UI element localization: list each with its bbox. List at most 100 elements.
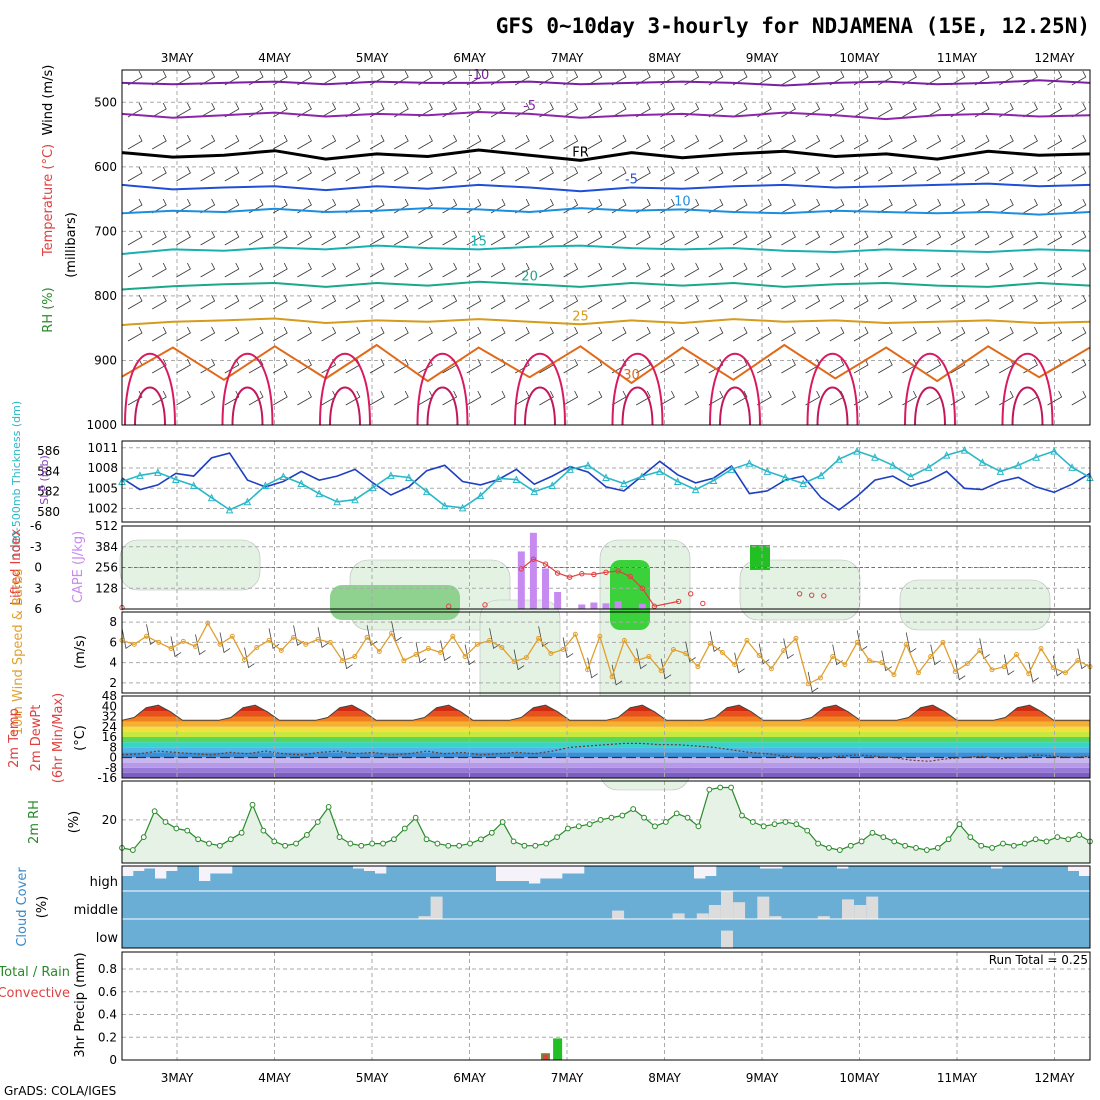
rh-marker [923, 847, 930, 853]
y-tick: 40 [102, 699, 117, 713]
y-tick: 0 [109, 1053, 117, 1067]
lifted-index-marker [482, 602, 488, 608]
wind-barb [805, 390, 821, 406]
wind-barb [490, 134, 506, 150]
wind-speed-marker [781, 647, 787, 653]
isotherm-line [121, 110, 1091, 121]
rh-marker [706, 786, 713, 793]
wind-barb [926, 102, 942, 118]
y-tick: 0 [109, 751, 117, 765]
cape-bar [578, 604, 586, 609]
panel-frame [121, 695, 1091, 779]
cape-bar [542, 568, 549, 609]
rh-marker [1065, 836, 1072, 843]
rh-marker [728, 784, 734, 791]
wind-barb [950, 134, 966, 150]
rh-marker [662, 819, 669, 825]
wind-barb [950, 390, 966, 406]
lifted-index-marker [615, 568, 621, 574]
wind-barb [562, 637, 574, 659]
wind-speed-marker [450, 633, 456, 639]
wind-speed-marker [193, 643, 199, 649]
cloud-gap [155, 866, 167, 879]
temperature-line [121, 704, 1090, 721]
precip-total-bar [553, 1038, 563, 1060]
rh-marker [238, 829, 245, 836]
rh-marker [423, 836, 430, 843]
wind-barb [757, 166, 772, 182]
thickness-marker [924, 463, 933, 471]
wind-barb [999, 262, 1014, 278]
wind-barb [369, 166, 385, 182]
wind-barb [539, 262, 554, 278]
thickness-marker [243, 497, 252, 506]
rh-marker [369, 840, 376, 847]
rh-marker [314, 819, 321, 825]
rh-marker [1076, 832, 1083, 838]
rh-marker [836, 847, 843, 853]
y-tick-right: 1002 [87, 502, 118, 516]
cloud-gap [562, 866, 574, 874]
wind-barb [708, 102, 724, 118]
rh-marker [391, 836, 397, 843]
wind-barb [999, 166, 1014, 182]
thickness-marker [261, 481, 270, 490]
rh-marker [597, 816, 604, 823]
rh-marker [151, 808, 158, 815]
wind-barb [950, 166, 966, 182]
wind-barb [345, 262, 361, 278]
x-tick-bottom: 7MAY [551, 1071, 584, 1085]
wind-speed-marker [842, 662, 848, 668]
wind-barb [466, 326, 482, 342]
temperature-band [122, 767, 1090, 773]
cloud-gap [705, 866, 717, 876]
wind-barb [926, 262, 942, 278]
wind-barb [297, 262, 312, 278]
x-tick-bottom: 8MAY [648, 1071, 681, 1085]
wind-barb [345, 294, 361, 310]
wind-speed-marker [1050, 665, 1056, 671]
wind-barb [1023, 326, 1038, 342]
wind-speed-marker [989, 667, 995, 673]
wind-barb [345, 166, 361, 182]
thickness-marker [620, 479, 628, 488]
rh-marker [325, 803, 332, 810]
wind-barb [200, 134, 216, 150]
rh-marker [717, 784, 724, 791]
cloud-gap [769, 916, 782, 919]
wind-barb [1023, 166, 1038, 182]
lifted-index-marker [530, 556, 537, 562]
wind-barb [321, 102, 337, 118]
cloud-gap [733, 902, 746, 919]
wind-barb [127, 294, 143, 310]
isotherm-line [124, 352, 176, 426]
isotherm-label: 10 [674, 194, 691, 209]
isotherm-line [1001, 352, 1054, 426]
rh-shading [750, 545, 770, 570]
cloud-gap [122, 866, 134, 876]
wind-barb [660, 326, 675, 342]
lifted-index-marker [688, 591, 694, 597]
wind-barb [926, 358, 942, 374]
wind-speed-marker [511, 659, 517, 665]
cape-bar [638, 603, 646, 609]
wind-barb [418, 294, 433, 310]
wind-speed-marker [1038, 645, 1044, 651]
wind-speed-marker [585, 667, 591, 673]
wind-barb [684, 134, 700, 150]
wind-barb [708, 262, 724, 278]
wind-barb [930, 644, 941, 666]
rh-marker [1043, 838, 1050, 845]
wind-barb [563, 198, 579, 214]
wind-speed-marker [278, 647, 284, 653]
isotherm-line [121, 317, 1091, 326]
rh-marker [347, 840, 354, 847]
wind-barb [805, 294, 821, 310]
y-axis-label: SLP (mb) [38, 455, 51, 505]
y-axis-label: 3hr Precip (mm) [73, 952, 88, 1057]
wind-barb [1071, 198, 1087, 214]
cloud-row-label: low [96, 931, 119, 946]
wind-barb [853, 102, 869, 118]
wind-barb [881, 650, 892, 672]
y-tick-left: 6 [34, 602, 42, 616]
